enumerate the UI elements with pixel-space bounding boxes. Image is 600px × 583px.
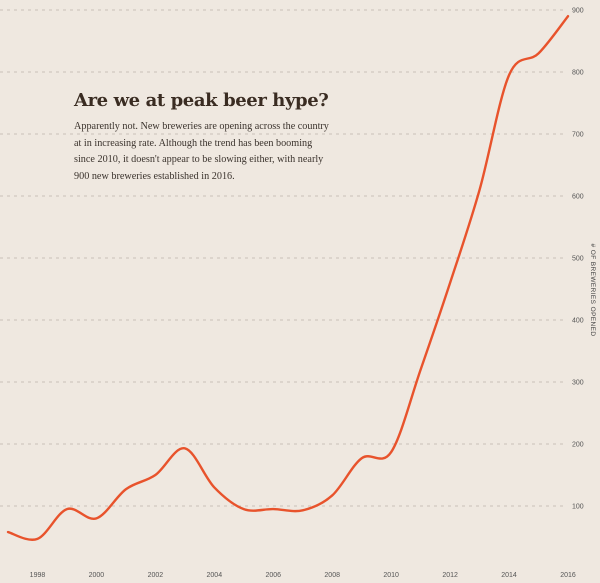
x-tick-label: 1998 [30,572,46,579]
x-axis-ticks: 1998 2000 2002 2004 2006 2008 2010 2012 2014 2016 [30,572,576,579]
y-tick-label: 400 [572,318,584,325]
chart-title: Are we at peak beer hype? [74,90,329,111]
y-tick-label: 600 [572,194,584,201]
series-layer [6,15,570,541]
gridlines [0,9,566,507]
y-tick-label: 300 [572,380,584,387]
chart-subtitle: Apparently not. New breweries are openin… [74,121,329,182]
y-tick-label: 100 [572,504,584,511]
x-tick-label: 2006 [265,572,281,579]
series-line-new-breweries [6,15,570,541]
chart-annotation: Are we at peak beer hype? Apparently not… [74,90,334,185]
x-tick-label: 2012 [442,572,458,579]
x-tick-label: 2008 [324,572,340,579]
x-tick-label: 2004 [207,572,223,579]
x-tick-label: 2014 [501,572,517,579]
x-tick-label: 2010 [383,572,399,579]
y-axis-ticks: 100 200 300 400 500 600 700 800 900 [572,8,584,511]
y-tick-label: 500 [572,256,584,263]
x-tick-label: 2002 [148,572,164,579]
y-axis-label: # OF BREWERIES OPENED [589,244,596,337]
x-tick-label: 2016 [560,572,576,579]
y-tick-label: 800 [572,70,584,77]
y-tick-label: 900 [572,8,584,15]
x-tick-label: 2000 [89,572,105,579]
y-tick-label: 700 [572,132,584,139]
y-tick-label: 200 [572,442,584,449]
